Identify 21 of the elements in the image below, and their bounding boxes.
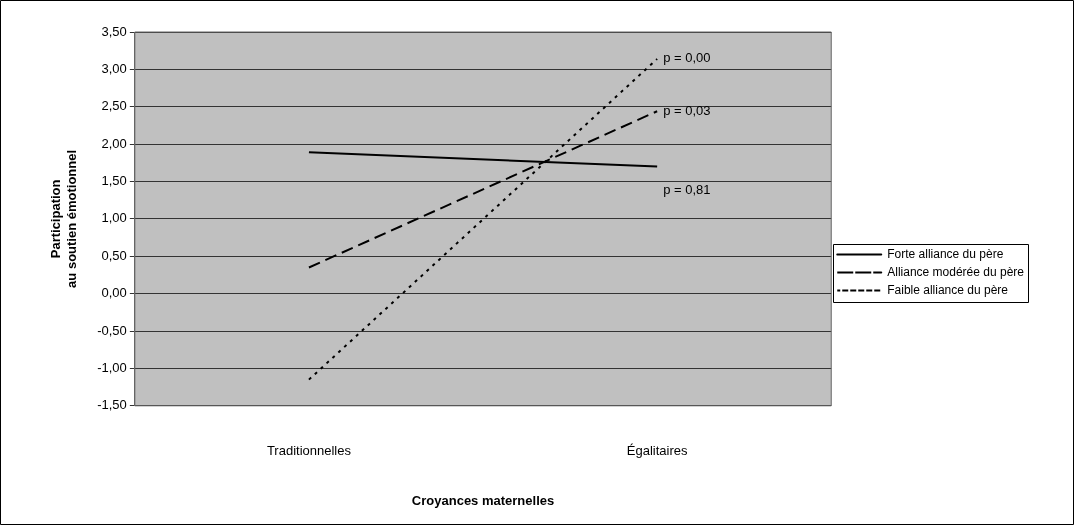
x-axis-title: Croyances maternelles	[411, 492, 555, 508]
y-axis-title: Participation au soutien émotionnel	[48, 149, 79, 288]
y-tick-label: 1,50	[101, 173, 127, 189]
y-tick-label: 1,00	[101, 210, 127, 226]
annotation: p = 0,81	[663, 182, 711, 198]
legend-label: Alliance modérée du père	[887, 264, 1025, 279]
legend-label: Forte alliance du père	[887, 246, 1004, 261]
y-tick-label: -1,00	[97, 360, 127, 375]
y-tick-label: -0,50	[97, 322, 127, 338]
y-tick-label: -1,50	[97, 397, 127, 413]
annotation: p = 0,03	[663, 102, 711, 118]
y-tick-label: 3,50	[101, 23, 127, 39]
x-tick-label: Égalitaires	[626, 443, 688, 459]
y-tick-label: 0,50	[101, 247, 127, 263]
legend-label: Faible alliance du père	[887, 282, 1009, 297]
y-tick-label: 2,00	[101, 135, 127, 151]
x-tick-label: Traditionnelles	[266, 443, 352, 459]
y-tick-label: 0,00	[101, 285, 127, 301]
y-tick-label: 2,50	[101, 98, 127, 114]
annotation: p = 0,00	[663, 50, 711, 66]
y-tick-label: 3,00	[101, 60, 127, 76]
